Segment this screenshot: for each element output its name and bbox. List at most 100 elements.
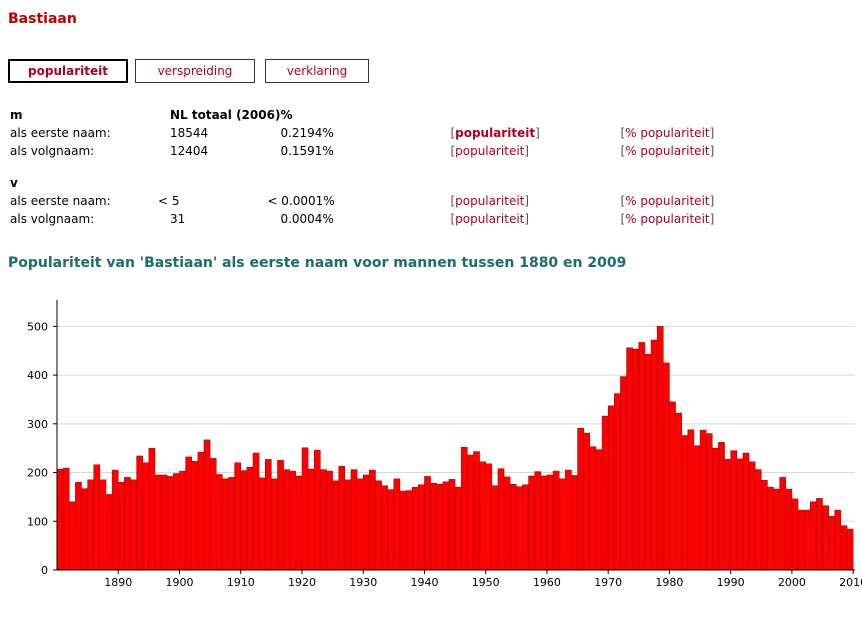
table-row: als eerste naam: 18544 0.2194% [populari… <box>8 124 770 142</box>
bar <box>797 509 805 571</box>
bar <box>295 475 303 571</box>
bar <box>454 486 462 571</box>
bar <box>154 474 162 571</box>
bar <box>350 469 358 571</box>
bar <box>185 456 192 571</box>
x-tick-label: 1920 <box>288 576 316 589</box>
x-tick-label: 1900 <box>165 576 193 589</box>
bar <box>558 478 566 571</box>
populariteit-link[interactable]: populariteit <box>455 144 525 158</box>
bar <box>467 454 474 571</box>
populariteit-link[interactable]: populariteit <box>455 126 536 140</box>
x-tick-label: 2000 <box>778 576 806 589</box>
bar <box>387 489 395 571</box>
bar <box>160 474 168 571</box>
bar <box>571 475 578 571</box>
pct-populariteit-link[interactable]: % populariteit <box>625 194 710 208</box>
bar <box>173 473 180 571</box>
y-tick-label: 400 <box>27 369 48 382</box>
bar <box>565 469 572 571</box>
bar <box>485 463 493 571</box>
bar <box>283 469 290 571</box>
y-tick-label: 100 <box>27 515 48 528</box>
bar <box>411 486 419 571</box>
bar <box>718 442 725 571</box>
bar <box>424 476 431 571</box>
table-row: als volgnaam: 12404 0.1591% [popularitei… <box>8 142 770 160</box>
bar <box>234 462 241 571</box>
row-count: < 5 <box>158 192 280 210</box>
bar <box>656 326 664 571</box>
bar <box>663 362 670 571</box>
spacer-row <box>8 160 770 174</box>
bar <box>791 498 799 571</box>
row-label: als eerste naam: <box>10 126 111 140</box>
row-pct: < 0.0001% <box>267 192 355 210</box>
popularity-bar-chart: 0 100 200 300 400 500 1890 1900 1910 1920 1930 1940… <box>27 300 862 589</box>
bar <box>277 460 284 571</box>
bar <box>418 484 425 571</box>
bar <box>699 429 707 571</box>
bar <box>56 468 64 571</box>
bar <box>240 470 248 571</box>
total-heading: NL totaal (2006) <box>170 108 281 122</box>
bar <box>252 452 260 571</box>
bar <box>148 447 156 571</box>
bar <box>528 475 535 571</box>
bar <box>326 470 333 571</box>
bracket: [ <box>450 126 456 140</box>
bracket: ] <box>524 194 530 208</box>
pct-populariteit-link[interactable]: % populariteit <box>625 126 710 140</box>
bracket: ] <box>535 126 540 140</box>
bar <box>748 461 756 571</box>
pct-populariteit-link[interactable]: % populariteit <box>625 144 710 158</box>
tab-verspreiding[interactable]: verspreiding <box>135 59 255 83</box>
bar <box>632 349 640 571</box>
bar <box>681 435 689 571</box>
bar <box>442 481 450 571</box>
bar <box>620 376 627 571</box>
populariteit-link[interactable]: populariteit <box>455 212 525 226</box>
bar <box>166 476 174 571</box>
stats-header-row: m NL totaal (2006) % <box>8 106 770 124</box>
bar <box>362 474 370 571</box>
bar <box>75 482 82 571</box>
row-count-text: < 5 <box>158 194 180 208</box>
bracket: [ <box>620 126 626 140</box>
bar <box>81 488 88 571</box>
bar <box>209 458 217 571</box>
bar <box>375 480 382 571</box>
bar <box>369 469 376 571</box>
pct-populariteit-link[interactable]: % populariteit <box>625 212 710 226</box>
x-tick-label: 1960 <box>533 576 561 589</box>
tab-verklaring[interactable]: verklaring <box>265 59 369 83</box>
bar <box>405 490 413 571</box>
bar <box>99 479 107 571</box>
bar <box>552 470 560 571</box>
populariteit-link[interactable]: populariteit <box>455 194 525 208</box>
bar <box>767 486 774 571</box>
bar <box>246 466 254 571</box>
bar <box>644 353 652 571</box>
row-pct: 0.1591% <box>280 144 334 158</box>
bar <box>761 480 768 571</box>
bar <box>669 401 676 571</box>
bar <box>822 505 829 571</box>
bar <box>638 342 646 571</box>
bar <box>69 501 76 571</box>
bar <box>93 464 101 571</box>
bar <box>436 483 444 571</box>
bar <box>258 477 266 571</box>
bar <box>840 525 848 571</box>
y-tick-label: 0 <box>41 564 48 577</box>
y-tick-label: 500 <box>27 320 48 333</box>
bar <box>595 449 603 571</box>
bar <box>810 501 817 571</box>
bar <box>834 509 842 571</box>
x-tick-label: 1910 <box>227 576 255 589</box>
y-tick-label: 200 <box>27 467 48 480</box>
row-pct: 0.2194% <box>280 126 334 140</box>
tab-populariteit[interactable]: populariteit <box>8 59 128 83</box>
bar <box>448 479 456 571</box>
bar <box>117 482 125 571</box>
